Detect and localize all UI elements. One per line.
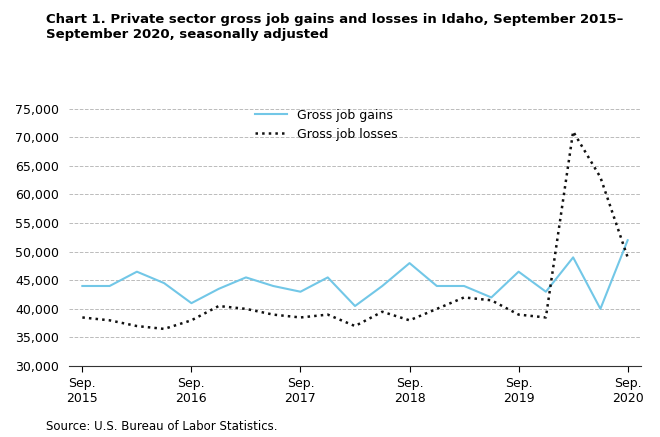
Gross job losses	[187, 318, 195, 323]
Line: Gross job losses: Gross job losses	[82, 132, 628, 329]
Gross job losses	[378, 309, 386, 314]
Gross job gains	[597, 306, 605, 312]
Gross job gains	[351, 303, 359, 309]
Gross job gains	[79, 283, 86, 288]
Gross job losses	[406, 318, 414, 323]
Gross job gains	[269, 283, 277, 288]
Gross job losses	[79, 315, 86, 320]
Gross job losses	[324, 312, 332, 317]
Gross job losses	[487, 298, 495, 303]
Line: Gross job gains: Gross job gains	[82, 240, 628, 309]
Gross job losses	[351, 323, 359, 329]
Gross job losses	[624, 255, 632, 260]
Gross job gains	[569, 255, 577, 260]
Gross job gains	[515, 269, 523, 274]
Gross job losses	[569, 129, 577, 134]
Legend: Gross job gains, Gross job losses: Gross job gains, Gross job losses	[250, 104, 403, 146]
Gross job gains	[433, 283, 441, 288]
Gross job losses	[460, 295, 468, 300]
Gross job gains	[460, 283, 468, 288]
Gross job losses	[515, 312, 523, 317]
Gross job losses	[133, 323, 141, 329]
Gross job losses	[296, 315, 304, 320]
Gross job losses	[242, 306, 250, 312]
Gross job gains	[296, 289, 304, 295]
Gross job gains	[487, 295, 495, 300]
Gross job losses	[542, 315, 550, 320]
Gross job gains	[406, 260, 414, 266]
Gross job losses	[214, 303, 222, 309]
Gross job losses	[597, 175, 605, 180]
Text: Chart 1. Private sector gross job gains and losses in Idaho, September 2015–
Sep: Chart 1. Private sector gross job gains …	[46, 13, 624, 41]
Gross job gains	[624, 238, 632, 243]
Text: Source: U.S. Bureau of Labor Statistics.: Source: U.S. Bureau of Labor Statistics.	[46, 420, 278, 433]
Gross job gains	[187, 301, 195, 306]
Gross job gains	[160, 281, 168, 286]
Gross job losses	[269, 312, 277, 317]
Gross job gains	[106, 283, 114, 288]
Gross job gains	[542, 289, 550, 295]
Gross job gains	[242, 275, 250, 280]
Gross job gains	[214, 286, 222, 291]
Gross job losses	[160, 326, 168, 332]
Gross job gains	[324, 275, 332, 280]
Gross job losses	[433, 306, 441, 312]
Gross job gains	[133, 269, 141, 274]
Gross job gains	[378, 283, 386, 288]
Gross job losses	[106, 318, 114, 323]
